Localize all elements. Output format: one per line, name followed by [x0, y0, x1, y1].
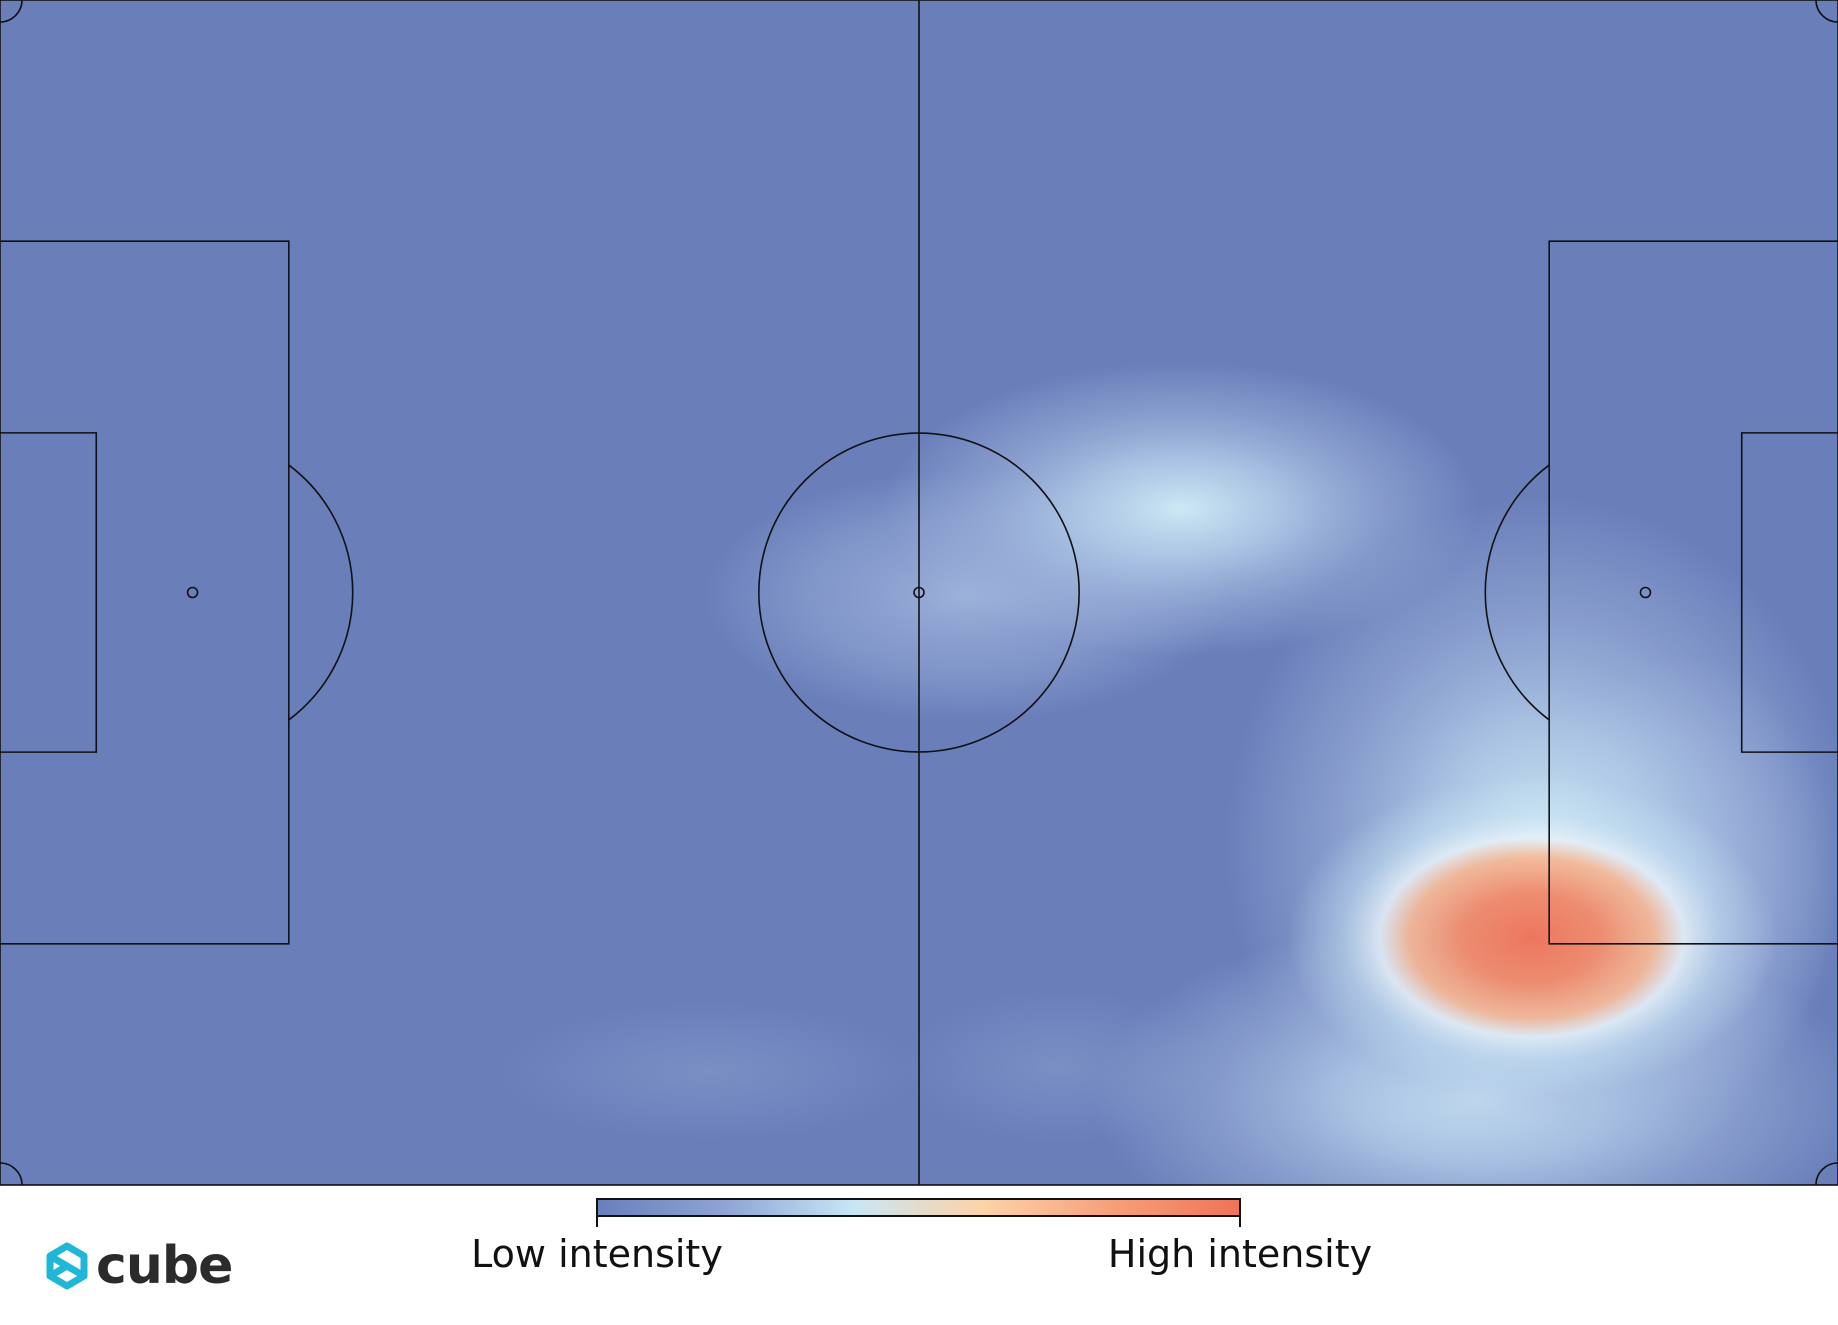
left-penalty-area: [0, 240, 290, 945]
corner-arc-top-left: [0, 0, 23, 23]
heatmap-hotspot: [1286, 777, 1777, 1098]
right-penalty-area: [1548, 240, 1838, 945]
legend-high-label: High intensity: [1107, 1232, 1373, 1276]
right-goal-area: [1740, 432, 1838, 753]
center-circle: [758, 432, 1080, 753]
right-penalty-arc: [1484, 464, 1550, 721]
colorbar: [596, 1198, 1241, 1217]
heatmap-hotspot: [498, 1002, 919, 1142]
pitch-markings: [0, 0, 1838, 1186]
legend-low-label: Low intensity: [471, 1232, 723, 1276]
left-penalty-spot: [186, 586, 199, 599]
left-goal-area: [0, 432, 98, 753]
cube-logo-icon: [46, 1242, 88, 1290]
heatmap-hotspot: [883, 362, 1480, 656]
left-penalty-arc: [288, 464, 354, 721]
corner-arc-bottom-right: [1815, 1162, 1838, 1186]
heatmap-layer: [498, 362, 1838, 1185]
right-penalty-spot: [1639, 586, 1652, 599]
corner-arc-top-right: [1815, 0, 1838, 23]
corner-arc-bottom-left: [0, 1162, 23, 1186]
brand-name: cube: [96, 1236, 233, 1296]
brand-logo: cube: [44, 1236, 233, 1296]
center-spot: [913, 586, 925, 599]
